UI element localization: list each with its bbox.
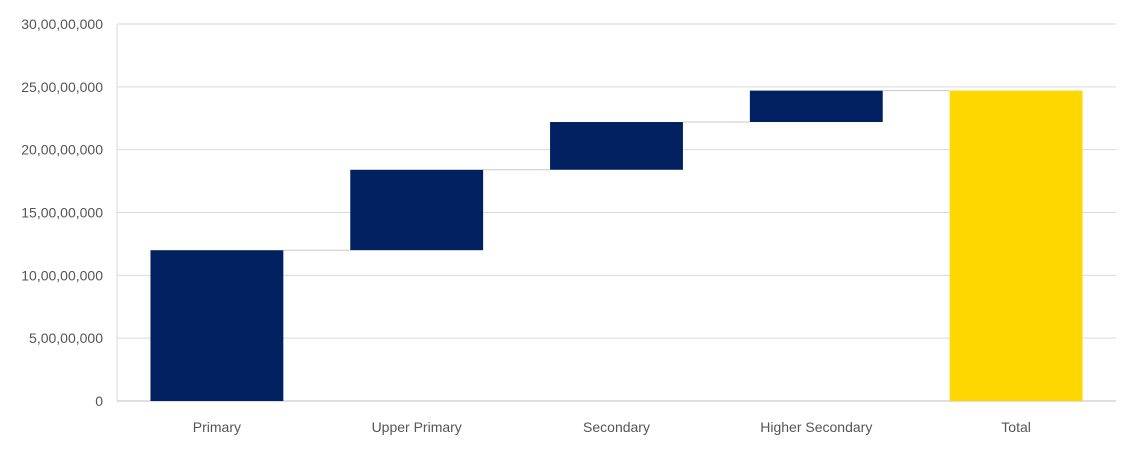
y-tick-label: 10,00,00,000: [21, 267, 103, 283]
x-category-label: Secondary: [583, 419, 650, 435]
x-category-label: Upper Primary: [372, 419, 462, 435]
bars: [150, 90, 1083, 401]
y-tick-label: 0: [95, 393, 103, 409]
bar-increase: [550, 122, 683, 170]
y-tick-label: 30,00,00,000: [21, 16, 103, 32]
x-category-label: Higher Secondary: [760, 419, 872, 435]
x-axis-category-labels: Primary Upper Primary Secondary Higher Seco…: [193, 419, 1031, 435]
y-axis-tick-labels: 0 5,00,00,000 10,00,00,000 15,00,00,000 20,0…: [21, 16, 103, 409]
x-category-label: Total: [1001, 419, 1031, 435]
bar-increase: [749, 90, 883, 123]
y-tick-label: 25,00,00,000: [21, 79, 103, 95]
y-tick-label: 15,00,00,000: [21, 205, 103, 221]
y-tick-label: 5,00,00,000: [29, 330, 103, 346]
connector-lines: [283, 90, 950, 251]
bar-increase: [350, 169, 484, 251]
bar-total: [949, 90, 1083, 401]
x-category-label: Primary: [193, 419, 241, 435]
y-tick-label: 20,00,00,000: [21, 142, 103, 158]
bar-increase: [150, 250, 284, 401]
